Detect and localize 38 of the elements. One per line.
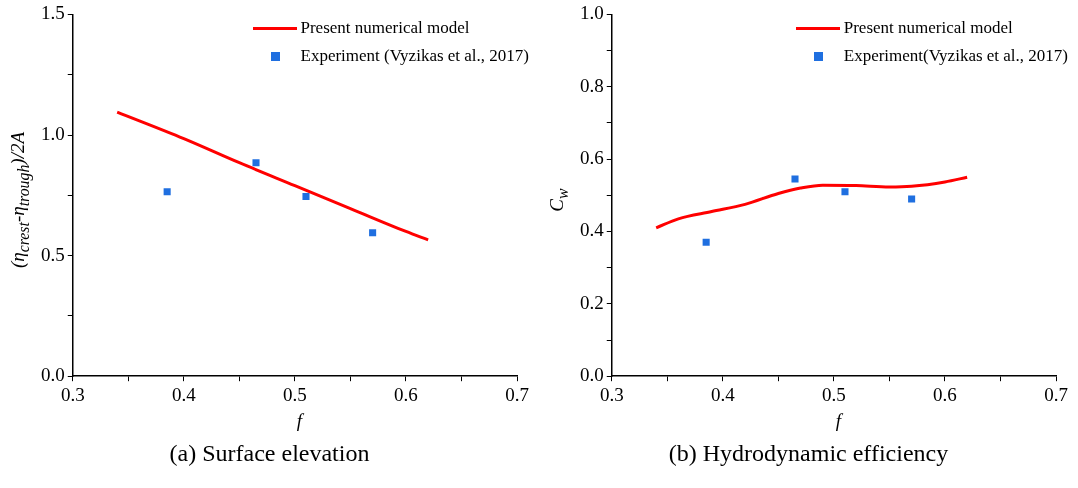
x-tick-label: 0.6 — [394, 383, 418, 405]
x-axis-title: f — [295, 410, 305, 432]
x-tick-label: 0.3 — [599, 383, 624, 405]
x-tick-label: 0.3 — [60, 383, 85, 405]
x-tick-label: 0.5 — [822, 383, 846, 405]
x-tick-label: 0.6 — [933, 383, 957, 405]
y-tick-label: 0.0 — [580, 364, 604, 386]
point — [252, 159, 260, 167]
text: (a) Surface elevation — [168, 440, 371, 467]
legend-label: Present numerical model — [300, 18, 470, 38]
y-tick-label: 1.0 — [41, 122, 65, 144]
text: (b) Hydrodynamic efficiency — [667, 440, 950, 467]
point — [163, 188, 171, 196]
y-tick-label: 0.2 — [580, 291, 604, 313]
point — [369, 229, 377, 237]
x-tick-label: 0.7 — [1044, 383, 1068, 405]
point — [841, 188, 849, 196]
point — [702, 238, 710, 246]
y-tick-label: 0.0 — [41, 364, 65, 386]
point — [791, 175, 799, 183]
x-tick-label: 0.4 — [710, 383, 736, 405]
y-tick-label: 0.5 — [41, 243, 65, 265]
y-tick-label: 0.4 — [580, 219, 605, 241]
legend-label: Experiment(Vyzikas et al., 2017) — [843, 46, 1068, 66]
y-tick-label: 1.0 — [580, 2, 604, 24]
y-tick-label: 1.5 — [41, 2, 65, 24]
point — [908, 195, 916, 203]
line-series — [654, 175, 969, 230]
x-tick-label: 0.4 — [171, 383, 197, 405]
line-series — [115, 110, 430, 242]
y-tick-label: 0.6 — [580, 147, 604, 169]
y-tick-label: 0.8 — [580, 74, 604, 96]
x-tick-label: 0.5 — [283, 383, 307, 405]
point — [302, 192, 310, 201]
x-axis-title: f — [834, 410, 844, 432]
x-tick-label: 0.7 — [505, 383, 529, 405]
legend-label: Present numerical model — [843, 18, 1013, 38]
legend-label: Experiment (Vyzikas et al., 2017) — [300, 46, 529, 66]
